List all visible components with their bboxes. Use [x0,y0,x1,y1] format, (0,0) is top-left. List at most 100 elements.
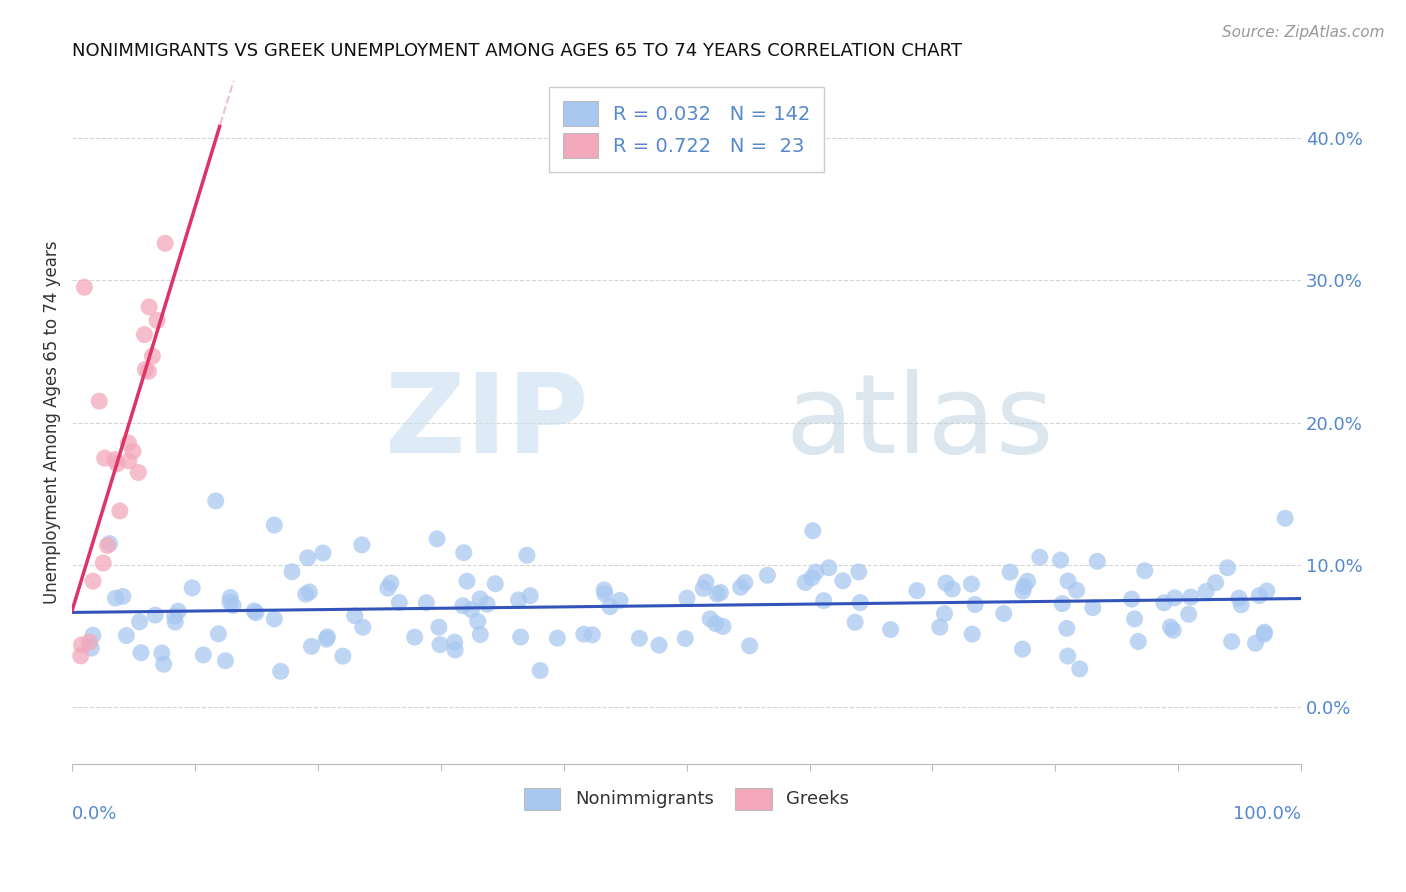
Point [1056,648,1078,663]
Point [243,604,266,618]
Point [298,585,321,599]
Point [960,577,983,591]
Point [118,454,141,468]
Point [1244,636,1267,650]
Point [1164,591,1187,605]
Point [593,587,616,601]
Point [82,628,104,642]
Point [98,536,121,550]
Point [281,565,304,579]
Point [153,236,176,251]
Point [738,639,761,653]
Point [546,631,568,645]
Point [301,640,323,654]
Point [91,556,114,570]
Point [134,327,156,342]
Point [935,576,957,591]
Point [263,612,285,626]
Point [699,612,721,626]
Point [127,466,149,480]
Point [928,620,950,634]
Point [801,524,824,538]
Point [1249,589,1271,603]
Point [141,349,163,363]
Point [204,493,226,508]
Point [695,575,717,590]
Point [460,602,482,616]
Point [1121,592,1143,607]
Point [599,599,621,614]
Point [1012,579,1035,593]
Point [97,539,120,553]
Point [1153,596,1175,610]
Point [1180,590,1202,604]
Y-axis label: Unemployment Among Ages 65 to 74 years: Unemployment Among Ages 65 to 74 years [44,241,60,604]
Point [648,638,671,652]
Point [706,587,728,601]
Point [467,615,489,629]
Point [245,606,267,620]
Point [316,630,339,644]
Point [270,665,292,679]
Text: Source: ZipAtlas.com: Source: ZipAtlas.com [1222,25,1385,40]
Point [508,593,530,607]
Point [1195,584,1218,599]
Point [79,635,101,649]
Point [451,599,474,613]
Point [115,629,138,643]
Point [468,591,491,606]
Point [848,565,870,579]
Point [818,561,841,575]
Point [813,593,835,607]
Point [143,608,166,623]
Point [163,609,186,624]
Point [1159,620,1181,634]
Point [263,518,285,533]
Point [831,574,853,588]
Point [404,630,426,644]
Point [756,568,779,582]
Point [1253,627,1275,641]
Point [167,604,190,618]
Point [93,451,115,466]
Point [429,638,451,652]
Point [181,581,204,595]
Point [1057,574,1080,588]
Point [352,620,374,634]
Text: atlas: atlas [785,369,1053,476]
Point [1011,642,1033,657]
Point [380,576,402,591]
Point [80,641,103,656]
Legend: Nonimmigrants, Greeks: Nonimmigrants, Greeks [517,780,856,817]
Point [1017,574,1039,589]
Point [941,582,963,596]
Point [1205,575,1227,590]
Point [1029,550,1052,565]
Point [138,364,160,378]
Point [593,582,616,597]
Point [152,657,174,672]
Point [1123,612,1146,626]
Point [609,593,631,607]
Point [73,280,96,294]
Point [1227,591,1250,606]
Point [444,643,467,657]
Point [905,583,928,598]
Point [89,394,111,409]
Point [1274,511,1296,525]
Point [165,615,187,629]
Point [800,571,823,585]
Point [704,616,727,631]
Point [1049,553,1071,567]
Point [1230,598,1253,612]
Point [193,648,215,662]
Point [993,607,1015,621]
Point [117,436,139,450]
Point [138,300,160,314]
Point [1012,584,1035,599]
Point [730,580,752,594]
Point [134,362,156,376]
Point [426,532,449,546]
Point [297,550,319,565]
Point [122,444,145,458]
